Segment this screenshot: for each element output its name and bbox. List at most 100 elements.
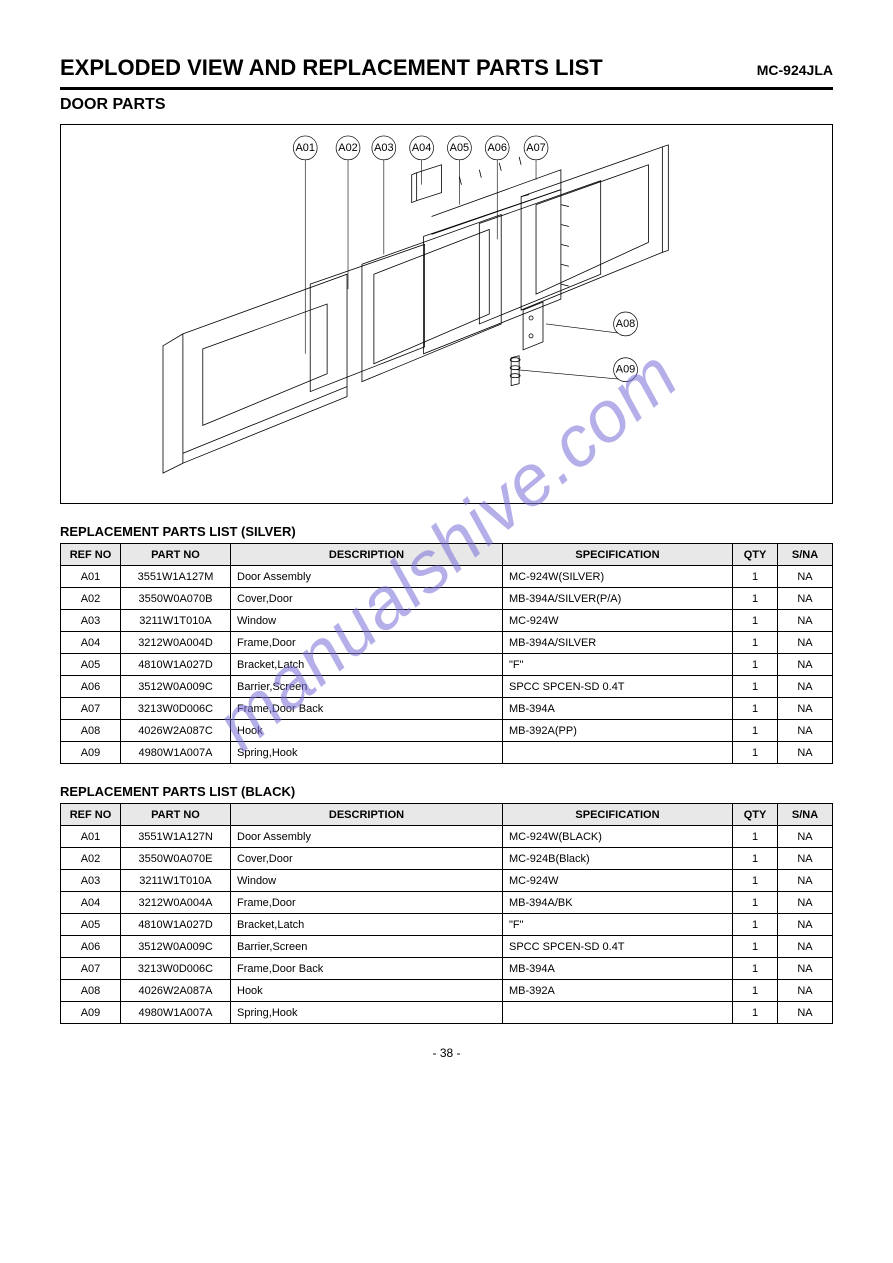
table-row: A043212W0A004AFrame,DoorMB-394A/BK1NA (61, 892, 833, 914)
table-cell: A02 (61, 588, 121, 610)
table-cell: NA (778, 698, 833, 720)
table-cell: 4810W1A027D (121, 914, 231, 936)
table-cell: 4026W2A087C (121, 720, 231, 742)
callout-label: A08 (616, 318, 635, 330)
table-row: A063512W0A009CBarrier,ScreenSPCC SPCEN-S… (61, 936, 833, 958)
table-cell: SPCC SPCEN-SD 0.4T (503, 936, 733, 958)
table-cell: SPCC SPCEN-SD 0.4T (503, 676, 733, 698)
parts-table-black: REF NOPART NODESCRIPTIONSPECIFICATIONQTY… (60, 803, 833, 1024)
table-cell: A04 (61, 892, 121, 914)
table-row: A043212W0A004DFrame,DoorMB-394A/SILVER1N… (61, 632, 833, 654)
table-cell: 1 (733, 610, 778, 632)
diagram-linework (163, 145, 668, 473)
page-number: - 38 - (60, 1046, 833, 1060)
table-cell: Frame,Door (231, 892, 503, 914)
table-cell: NA (778, 588, 833, 610)
table-row: A013551W1A127MDoor AssemblyMC-924W(SILVE… (61, 566, 833, 588)
table-cell: NA (778, 958, 833, 980)
column-header: QTY (733, 804, 778, 826)
table-cell: 1 (733, 720, 778, 742)
table-cell: 4980W1A007A (121, 742, 231, 764)
table-cell: 3212W0A004D (121, 632, 231, 654)
table-cell: A09 (61, 742, 121, 764)
table-cell: MB-394A/SILVER(P/A) (503, 588, 733, 610)
table-cell: 1 (733, 588, 778, 610)
table-row: A073213W0D006CFrame,Door BackMB-394A1NA (61, 698, 833, 720)
table-row: A084026W2A087AHookMB-392A1NA (61, 980, 833, 1002)
table-cell: 1 (733, 566, 778, 588)
callout-label: A01 (296, 142, 315, 154)
callout-label: A04 (412, 142, 431, 154)
table-cell: 1 (733, 632, 778, 654)
table-row: A054810W1A027DBracket,Latch"F"1NA (61, 914, 833, 936)
callout-label: A06 (487, 142, 506, 154)
column-header: DESCRIPTION (231, 804, 503, 826)
table-cell: A06 (61, 936, 121, 958)
table-row: A013551W1A127NDoor AssemblyMC-924W(BLACK… (61, 826, 833, 848)
table-row: A054810W1A027DBracket,Latch"F"1NA (61, 654, 833, 676)
table-cell: NA (778, 610, 833, 632)
diagram-svg: A01A02A03A04A05A06A07A08A09 (61, 125, 832, 503)
table-cell: MC-924W(SILVER) (503, 566, 733, 588)
table-cell: 1 (733, 914, 778, 936)
table1-label: REPLACEMENT PARTS LIST (SILVER) (60, 524, 833, 539)
table-cell: A04 (61, 632, 121, 654)
table-cell: MB-392A (503, 980, 733, 1002)
table-cell: "F" (503, 654, 733, 676)
callout-label: A02 (338, 142, 357, 154)
table-row: A073213W0D006CFrame,Door BackMB-394A1NA (61, 958, 833, 980)
table-cell: 1 (733, 742, 778, 764)
table-cell: NA (778, 892, 833, 914)
table-row: A033211W1T010AWindowMC-924W1NA (61, 610, 833, 632)
table-cell: NA (778, 1002, 833, 1024)
table-cell: 1 (733, 1002, 778, 1024)
table-cell: A08 (61, 980, 121, 1002)
table-cell: MC-924W (503, 610, 733, 632)
table-row: A063512W0A009CBarrier,ScreenSPCC SPCEN-S… (61, 676, 833, 698)
table-cell: A05 (61, 654, 121, 676)
table-cell: NA (778, 826, 833, 848)
table-cell: MB-392A(PP) (503, 720, 733, 742)
table-cell: 1 (733, 826, 778, 848)
table-cell: NA (778, 654, 833, 676)
table-cell: 4980W1A007A (121, 1002, 231, 1024)
table-cell: NA (778, 870, 833, 892)
table-cell: MC-924W (503, 870, 733, 892)
page-section-title: EXPLODED VIEW AND REPLACEMENT PARTS LIST (60, 55, 603, 81)
callouts-group: A01A02A03A04A05A06A07A08A09 (293, 136, 637, 382)
table-cell: NA (778, 742, 833, 764)
table-cell: A02 (61, 848, 121, 870)
table-cell: MB-394A/SILVER (503, 632, 733, 654)
model-name: MC-924JLA (757, 62, 833, 78)
table-cell: NA (778, 632, 833, 654)
table-cell: NA (778, 566, 833, 588)
table-row: A033211W1T010AWindowMC-924W1NA (61, 870, 833, 892)
header-rule (60, 87, 833, 90)
table-cell: A08 (61, 720, 121, 742)
table-cell: Door Assembly (231, 826, 503, 848)
table-cell: 1 (733, 698, 778, 720)
table-cell: A03 (61, 870, 121, 892)
callout-label: A07 (526, 142, 545, 154)
table-cell: NA (778, 936, 833, 958)
table-row: A084026W2A087CHookMB-392A(PP)1NA (61, 720, 833, 742)
callout-label: A05 (450, 142, 469, 154)
column-header: PART NO (121, 804, 231, 826)
column-header: PART NO (121, 544, 231, 566)
parts-table-silver: REF NOPART NODESCRIPTIONSPECIFICATIONQTY… (60, 543, 833, 764)
table-cell: Barrier,Screen (231, 676, 503, 698)
table-cell: Bracket,Latch (231, 654, 503, 676)
column-header: DESCRIPTION (231, 544, 503, 566)
table-cell: 4810W1A027D (121, 654, 231, 676)
table-cell: 4026W2A087A (121, 980, 231, 1002)
table-cell: Window (231, 870, 503, 892)
column-header: REF NO (61, 804, 121, 826)
table-cell: Window (231, 610, 503, 632)
table-cell: Cover,Door (231, 588, 503, 610)
table-cell: Spring,Hook (231, 1002, 503, 1024)
table-cell: A07 (61, 958, 121, 980)
table-cell: Bracket,Latch (231, 914, 503, 936)
column-header: REF NO (61, 544, 121, 566)
table-cell: 3550W0A070E (121, 848, 231, 870)
table-cell: 3212W0A004A (121, 892, 231, 914)
